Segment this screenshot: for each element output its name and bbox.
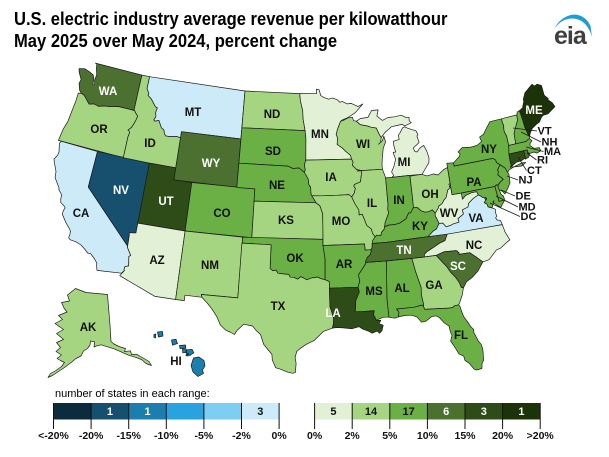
svg-text:AL: AL <box>394 283 409 295</box>
svg-text:AR: AR <box>336 259 353 271</box>
svg-text:-2%: -2% <box>232 430 251 442</box>
svg-text:1: 1 <box>144 406 150 418</box>
svg-text:eia: eia <box>554 22 588 50</box>
svg-text:10%: 10% <box>417 430 439 442</box>
svg-text:NH: NH <box>542 137 558 149</box>
svg-text:2%: 2% <box>345 430 361 442</box>
svg-text:WV: WV <box>440 208 459 220</box>
svg-text:WA: WA <box>99 86 118 98</box>
svg-text:14: 14 <box>365 406 378 418</box>
svg-text:0%: 0% <box>307 430 323 442</box>
svg-text:OH: OH <box>421 189 438 201</box>
svg-text:AK: AK <box>80 322 97 334</box>
svg-text:TN: TN <box>396 245 411 257</box>
svg-text:CO: CO <box>213 208 230 220</box>
svg-text:ND: ND <box>264 109 281 121</box>
svg-text:MN: MN <box>311 129 329 141</box>
svg-text:5%: 5% <box>382 430 398 442</box>
svg-text:MA: MA <box>544 146 561 158</box>
svg-text:NC: NC <box>466 240 483 252</box>
svg-text:WI: WI <box>356 139 370 151</box>
svg-text:KY: KY <box>412 221 428 233</box>
svg-text:15%: 15% <box>454 430 476 442</box>
svg-text:FL: FL <box>454 330 468 342</box>
svg-text:CT: CT <box>527 165 542 177</box>
svg-text:VT: VT <box>538 126 552 138</box>
svg-text:TX: TX <box>271 301 286 313</box>
svg-text:LA: LA <box>325 308 340 320</box>
svg-text:DE: DE <box>516 191 531 203</box>
svg-text:ID: ID <box>144 138 156 150</box>
svg-text:ME: ME <box>525 105 543 117</box>
svg-text:MO: MO <box>332 216 351 228</box>
svg-text:AZ: AZ <box>149 255 164 267</box>
svg-text:NY: NY <box>481 144 497 156</box>
svg-text:-15%: -15% <box>116 430 141 442</box>
svg-text:VA: VA <box>468 213 483 225</box>
svg-text:SD: SD <box>265 146 281 158</box>
svg-text:<-20%: <-20% <box>38 430 69 442</box>
svg-text:NV: NV <box>113 185 129 197</box>
svg-text:NJ: NJ <box>519 175 533 187</box>
svg-text:-10%: -10% <box>154 430 179 442</box>
svg-text:CA: CA <box>73 208 90 220</box>
svg-text:OR: OR <box>90 124 108 136</box>
svg-text:NM: NM <box>201 260 219 272</box>
svg-text:MT: MT <box>185 107 202 119</box>
svg-text:UT: UT <box>158 196 173 208</box>
svg-text:-20%: -20% <box>79 430 104 442</box>
svg-text:-5%: -5% <box>195 430 214 442</box>
svg-text:KS: KS <box>278 215 294 227</box>
svg-text:WY: WY <box>202 158 221 170</box>
svg-text:1: 1 <box>518 406 524 418</box>
svg-text:3: 3 <box>257 406 263 418</box>
svg-text:>20%: >20% <box>527 430 555 442</box>
svg-text:SC: SC <box>450 261 466 273</box>
svg-text:3: 3 <box>481 406 487 418</box>
svg-text:17: 17 <box>402 406 414 418</box>
svg-text:6: 6 <box>443 406 449 418</box>
svg-text:1: 1 <box>107 406 113 418</box>
svg-text:IL: IL <box>367 198 377 210</box>
svg-text:IA: IA <box>325 172 337 184</box>
svg-text:20%: 20% <box>492 430 514 442</box>
svg-text:MS: MS <box>365 286 383 298</box>
svg-text:MI: MI <box>398 157 411 169</box>
svg-text:RI: RI <box>537 155 548 167</box>
svg-text:HI: HI <box>170 356 182 368</box>
svg-text:IN: IN <box>393 195 405 207</box>
svg-text:NE: NE <box>269 180 285 192</box>
svg-text:DC: DC <box>521 211 537 223</box>
svg-text:PA: PA <box>466 177 481 189</box>
svg-text:0%: 0% <box>272 430 288 442</box>
svg-text:OK: OK <box>286 253 304 265</box>
svg-text:MD: MD <box>519 202 536 214</box>
svg-text:GA: GA <box>425 280 442 292</box>
svg-text:5: 5 <box>330 406 336 418</box>
